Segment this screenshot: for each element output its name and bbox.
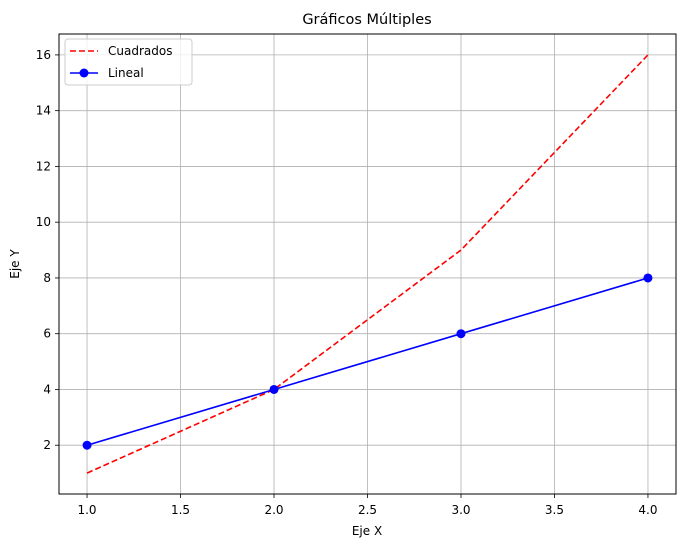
y-tick-label: 8 — [43, 271, 51, 285]
y-axis: 2 4 6 8 10 12 14 16 — [36, 48, 59, 452]
series-line-lineal — [86, 277, 649, 446]
series-line-cuadrados — [86, 54, 649, 474]
data-point-lineal — [456, 329, 466, 339]
x-axis-label: Eje X — [352, 524, 382, 538]
x-tick-label: 1.0 — [77, 503, 96, 517]
y-tick-label: 10 — [36, 215, 51, 229]
legend: Cuadrados Lineal — [64, 38, 193, 86]
chart-title: Gráficos Múltiples — [302, 12, 431, 28]
y-tick-label: 14 — [36, 104, 51, 118]
data-point-lineal — [269, 384, 279, 394]
data-point-lineal — [643, 273, 653, 283]
y-tick-label: 6 — [43, 327, 51, 341]
data-point-lineal — [82, 440, 92, 450]
y-axis-label: Eje Y — [8, 249, 22, 279]
y-tick-label: 16 — [36, 48, 51, 62]
legend-label-lineal: Lineal — [108, 66, 144, 80]
y-tick-label: 2 — [43, 438, 51, 452]
x-tick-label: 4.0 — [638, 503, 657, 517]
x-tick-label: 3.5 — [545, 503, 564, 517]
x-tick-label: 1.5 — [171, 503, 190, 517]
x-tick-label: 2.5 — [358, 503, 377, 517]
x-tick-label: 2.0 — [264, 503, 283, 517]
legend-marker-lineal — [79, 68, 89, 78]
legend-label-cuadrados: Cuadrados — [108, 44, 172, 58]
x-tick-label: 3.0 — [451, 503, 470, 517]
y-tick-label: 12 — [36, 159, 51, 173]
series-layer — [82, 54, 653, 474]
y-tick-label: 4 — [43, 382, 51, 396]
x-axis: 1.0 1.5 2.0 2.5 3.0 3.5 4.0 — [77, 494, 658, 517]
gridlines — [59, 34, 676, 494]
